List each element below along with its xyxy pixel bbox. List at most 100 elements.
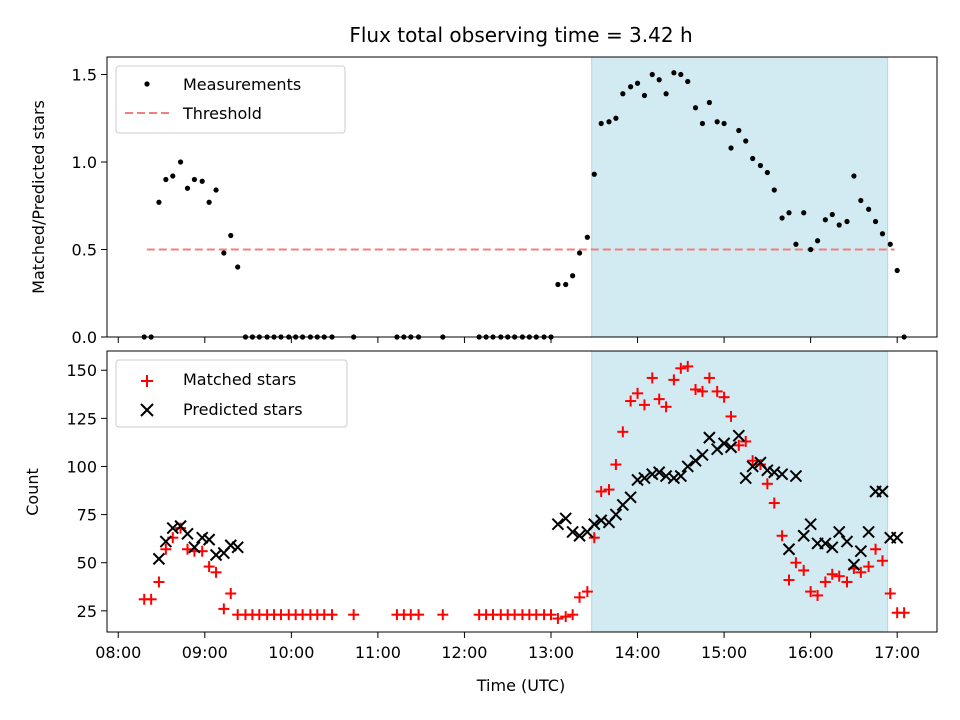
measurement-point xyxy=(764,169,770,176)
predicted-star-point xyxy=(652,466,666,479)
measurement-point xyxy=(163,176,169,183)
top-highlight-span xyxy=(591,56,889,338)
predicted-star-point xyxy=(588,518,601,531)
bottom-ytick-label: 75 xyxy=(77,506,97,525)
matched-star-point xyxy=(675,362,687,374)
matched-star-point xyxy=(819,576,831,588)
matched-star-point xyxy=(733,439,745,451)
measurement-point xyxy=(736,127,742,134)
predicted-star-point xyxy=(847,558,861,571)
x-tick-label: 17:00 xyxy=(874,643,920,662)
matched-star-point xyxy=(833,570,845,582)
measurement-point xyxy=(894,267,900,274)
predicted-star-point xyxy=(739,471,752,485)
matched-star-point xyxy=(863,561,875,573)
predicted-star-point xyxy=(188,541,201,554)
matched-star-point xyxy=(768,497,780,509)
predicted-star-point xyxy=(890,531,904,544)
matched-star-point xyxy=(653,393,665,405)
matched-star-point xyxy=(632,387,644,399)
measurement-point xyxy=(814,238,821,244)
measurement-point xyxy=(598,120,604,127)
measurement-point xyxy=(822,217,828,223)
matched-star-point xyxy=(218,603,230,615)
predicted-star-point xyxy=(224,539,237,552)
measurement-point xyxy=(692,105,699,111)
matched-star-point xyxy=(646,372,658,384)
measurement-point xyxy=(199,178,205,184)
matched-star-point xyxy=(876,555,888,567)
matched-star-point xyxy=(326,609,338,621)
top-ylabel: Matched/Predicted stars xyxy=(29,100,48,294)
bottom-ytick-label: 100 xyxy=(66,457,97,476)
matched-star-point xyxy=(145,593,157,605)
predicted-star-point xyxy=(152,552,166,566)
measurement-point xyxy=(634,80,641,86)
predicted-star-point xyxy=(681,460,694,473)
predicted-star-point xyxy=(862,525,875,539)
predicted-star-point xyxy=(209,548,223,562)
predicted-star-point xyxy=(551,518,565,531)
matched-star-point xyxy=(617,426,629,438)
measurement-point xyxy=(678,71,684,78)
measurement-point xyxy=(620,91,626,97)
predicted-star-point xyxy=(638,471,651,485)
x-tick-label: 13:00 xyxy=(528,643,574,662)
measurement-point xyxy=(750,155,756,162)
matched-star-point xyxy=(581,586,593,598)
top-ytick-label: 1.0 xyxy=(72,153,97,172)
matched-star-point xyxy=(776,530,788,542)
matched-star-point xyxy=(841,576,853,588)
matched-star-point xyxy=(660,401,672,413)
matched-star-point xyxy=(884,588,896,600)
predicted-star-point xyxy=(559,512,572,525)
top-ytick-label: 0.0 xyxy=(72,328,97,347)
matched-star-point xyxy=(725,410,737,422)
predicted-star-point xyxy=(789,469,803,483)
matched-star-point xyxy=(783,574,795,586)
measurement-point xyxy=(757,162,764,169)
predicted-star-point xyxy=(782,543,796,556)
top-legend-box xyxy=(115,65,346,134)
matched-star-point xyxy=(588,532,600,544)
matched-star-point xyxy=(595,486,607,497)
matched-star-point xyxy=(175,522,187,534)
measurement-point xyxy=(771,187,777,193)
matched-star-point xyxy=(740,435,752,447)
matched-star-point xyxy=(703,372,715,384)
x-tick-label: 08:00 xyxy=(95,643,141,662)
matched-star-point xyxy=(711,385,723,397)
legend-measurements-label: Measurements xyxy=(183,75,301,94)
predicted-star-point xyxy=(659,469,673,483)
predicted-star-point xyxy=(746,460,759,473)
predicted-star-point xyxy=(732,429,746,442)
measurement-point xyxy=(613,115,619,121)
measurement-point xyxy=(555,281,561,288)
measurement-point xyxy=(808,246,814,253)
measurement-point xyxy=(221,250,227,256)
matched-star-point xyxy=(718,391,730,403)
matched-star-point xyxy=(153,576,165,588)
bottom-plot-frame xyxy=(106,350,938,633)
matched-star-point xyxy=(160,543,172,555)
measurement-point xyxy=(866,206,872,212)
predicted-star-point xyxy=(703,431,716,444)
predicted-star-point xyxy=(819,537,832,550)
predicted-star-point xyxy=(832,525,846,539)
predicted-star-point xyxy=(854,544,868,558)
x-tick-label: 16:00 xyxy=(788,643,834,662)
measurement-point xyxy=(779,215,785,221)
bottom-ytick-label: 125 xyxy=(66,409,97,428)
predicted-star-point xyxy=(775,467,789,481)
bottom-legend: Matched stars Predicted stars xyxy=(115,359,348,428)
matched-star-point xyxy=(545,609,557,621)
matched-star-point xyxy=(668,374,680,386)
matched-star-point xyxy=(638,399,650,411)
measurement-point xyxy=(793,241,799,247)
predicted-star-point xyxy=(609,508,623,521)
measurement-point xyxy=(801,210,807,216)
top-panel: 0.0 0.5 1.0 1.5 Matched/Predicted stars Mea… xyxy=(29,56,938,347)
predicted-star-point xyxy=(202,533,216,546)
predicted-star-point xyxy=(624,491,637,504)
predicted-star-point xyxy=(724,441,738,454)
